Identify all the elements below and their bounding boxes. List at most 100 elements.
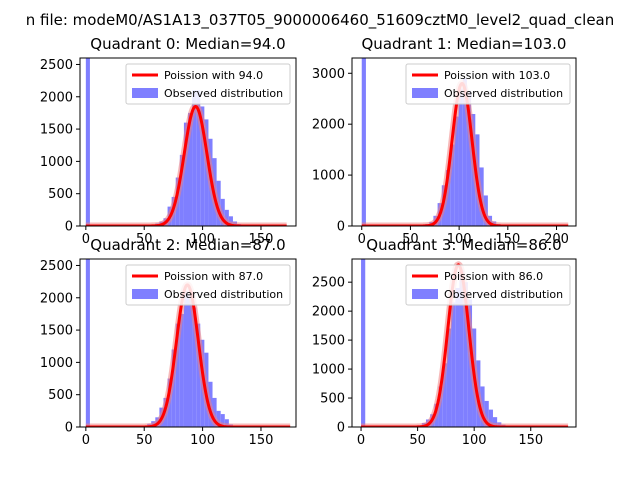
y-tick-label: 0 [337, 421, 345, 436]
histogram-bar [196, 323, 201, 427]
x-tick-label: 50 [136, 433, 153, 448]
y-tick-label: 2000 [312, 305, 345, 320]
y-tick-label: 0 [65, 220, 73, 235]
y-tick-label: 1000 [40, 155, 73, 170]
y-tick-label: 2500 [40, 58, 73, 73]
legend: Poission with 87.0 Observed distribution [125, 264, 291, 306]
axes-frame [351, 258, 577, 428]
legend-box [405, 63, 571, 105]
subplot-title: Quadrant 2: Median=87.0 [90, 236, 285, 254]
axes-frame [79, 57, 297, 227]
plot-area [83, 58, 290, 226]
y-tick-label: 500 [320, 392, 345, 407]
histogram-bar [458, 88, 463, 226]
axes-frame [79, 258, 297, 428]
histogram-bar [192, 90, 197, 226]
x-tick-label: 200 [544, 232, 569, 247]
y-tick-label: 500 [48, 388, 73, 403]
x-tick-label: 150 [518, 433, 543, 448]
histogram-bar [196, 90, 201, 226]
histogram-bar [438, 386, 443, 427]
axes-frame [351, 57, 577, 227]
y-tick-label: 2500 [312, 276, 345, 291]
y-tick-label: 0 [65, 421, 73, 436]
x-tick-label: 100 [447, 232, 472, 247]
histogram-bar [179, 154, 184, 226]
legend-bar-swatch [412, 289, 438, 299]
y-tick-label: 1500 [40, 324, 73, 339]
histogram-bar [361, 259, 366, 427]
histogram-bar [179, 313, 184, 427]
x-tick-label: 0 [82, 232, 90, 247]
histogram-bar [216, 410, 221, 427]
histogram-bar [220, 414, 225, 427]
histogram-bar [85, 58, 90, 226]
histogram-bar [466, 91, 472, 226]
histogram-bar [361, 58, 366, 226]
legend-box [405, 264, 571, 306]
histogram-bar [454, 116, 459, 226]
x-tick-label: 150 [495, 232, 520, 247]
x-tick-label: 100 [190, 433, 215, 448]
legend-bar-swatch [132, 289, 158, 299]
legend-label-observed: Observed distribution [164, 87, 283, 100]
x-tick-label: 150 [249, 433, 274, 448]
x-tick-label: 50 [409, 433, 426, 448]
histogram-bar [183, 122, 188, 226]
histogram-bar [200, 106, 205, 226]
histogram-bar [450, 144, 455, 226]
legend-label-poisson: Poission with 87.0 [164, 270, 263, 283]
x-tick-label: 0 [82, 433, 90, 448]
legend-label-observed: Observed distribution [444, 87, 563, 100]
histogram-bar [442, 363, 447, 427]
legend-label-poisson: Poission with 94.0 [164, 69, 263, 82]
histogram-bar [484, 400, 489, 427]
legend-box [125, 264, 291, 306]
subplot-title: Quadrant 0: Median=94.0 [90, 35, 285, 53]
y-tick-label: 2500 [40, 259, 73, 274]
y-tick-label: 2000 [312, 118, 345, 133]
histogram-bar [224, 419, 229, 427]
legend: Poission with 86.0 Observed distribution [405, 264, 571, 306]
legend-label-poisson: Poission with 103.0 [444, 69, 550, 82]
y-tick-label: 2000 [40, 90, 73, 105]
histogram-bar [455, 287, 460, 427]
y-tick-label: 500 [48, 187, 73, 202]
x-tick-label: 100 [462, 433, 487, 448]
y-tick-label: 1000 [312, 169, 345, 184]
histogram-bar [175, 323, 180, 427]
legend-bar-swatch [132, 88, 158, 98]
x-tick-label: 0 [358, 232, 366, 247]
histogram-bar [188, 294, 193, 427]
histogram-bar [488, 409, 493, 427]
y-tick-label: 1000 [312, 363, 345, 378]
figure-suptitle: n file: modeM0/AS1A13_037T05_9000006460_… [26, 11, 615, 30]
subplot-title: Quadrant 3: Median=86.0 [366, 236, 561, 254]
histogram-bar [459, 270, 464, 427]
histogram-bar [228, 216, 233, 226]
histogram-bar [188, 112, 193, 226]
x-tick-label: 150 [249, 232, 274, 247]
histogram-bar [204, 119, 209, 226]
histogram-bar [212, 397, 217, 427]
y-tick-label: 3000 [312, 67, 345, 82]
histogram-bar [446, 328, 452, 427]
legend-box [125, 63, 291, 105]
histogram-bar [183, 291, 188, 427]
poisson-curve [85, 104, 288, 226]
legend-label-observed: Observed distribution [444, 288, 563, 301]
x-tick-label: 50 [136, 232, 153, 247]
x-tick-label: 100 [190, 232, 215, 247]
histogram-bar [492, 417, 498, 427]
y-tick-label: 1500 [312, 334, 345, 349]
histogram-bar [85, 259, 90, 427]
legend-label-observed: Observed distribution [164, 288, 283, 301]
y-tick-label: 2000 [40, 291, 73, 306]
x-tick-label: 0 [357, 433, 365, 448]
